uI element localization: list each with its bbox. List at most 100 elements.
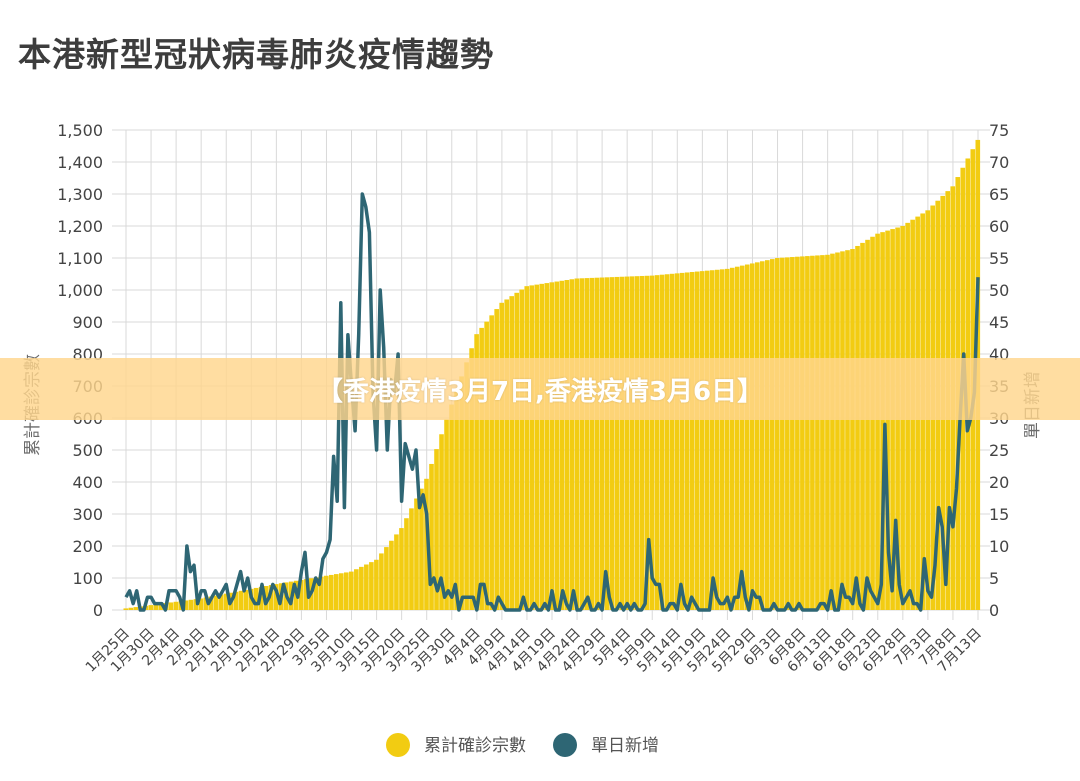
cumulative-bar: [419, 488, 424, 610]
cumulative-bar: [474, 334, 479, 610]
cumulative-bar: [549, 282, 555, 610]
cumulative-bar: [770, 259, 775, 610]
legend-swatch-daily: [553, 733, 577, 757]
cumulative-bar: [534, 284, 540, 610]
cumulative-bar: [434, 449, 439, 610]
cumulative-bar: [544, 283, 550, 610]
cumulative-bar: [168, 602, 174, 610]
cumulative-bar: [268, 585, 274, 610]
legend: 累計確診宗數 單日新增: [386, 733, 659, 757]
cumulative-bar: [850, 249, 855, 611]
left-tick-label: 100: [72, 569, 103, 588]
cumulative-bar: [825, 254, 830, 611]
cumulative-bar: [484, 321, 489, 610]
cumulative-bar: [344, 572, 349, 610]
cumulative-bar: [364, 564, 369, 610]
cumulative-bar: [604, 277, 610, 610]
cumulative-bar: [509, 296, 515, 610]
cumulative-bar: [835, 252, 840, 610]
cumulative-bar: [619, 276, 625, 610]
right-tick-label: 50: [989, 281, 1009, 300]
cumulative-bar: [328, 574, 334, 610]
cumulative-bar: [369, 562, 374, 610]
cumulative-bar: [639, 275, 645, 610]
cumulative-bar: [514, 292, 520, 610]
cumulative-bar: [303, 579, 309, 610]
left-tick-label: 900: [72, 313, 103, 332]
cumulative-bar: [820, 255, 825, 610]
cumulative-bar: [734, 266, 740, 610]
cumulative-bar: [714, 269, 720, 610]
cumulative-bar: [223, 593, 229, 610]
left-tick-label: 200: [72, 537, 103, 556]
left-tick-label: 1,200: [57, 217, 103, 236]
cumulative-bar: [489, 315, 494, 610]
right-tick-label: 10: [989, 537, 1009, 556]
cumulative-bar: [589, 277, 595, 610]
legend-swatch-cumulative: [386, 733, 410, 757]
cumulative-bar: [870, 236, 875, 610]
cumulative-bar: [349, 571, 354, 610]
right-tick-label: 60: [989, 217, 1009, 236]
cumulative-bar: [669, 273, 675, 610]
cumulative-bar: [469, 348, 474, 610]
cumulative-bar: [459, 376, 464, 610]
cumulative-bar: [729, 267, 735, 610]
cumulative-bar: [554, 281, 560, 610]
cumulative-bar: [830, 253, 835, 610]
cumulative-bar: [865, 239, 870, 610]
cumulative-bar: [318, 576, 324, 610]
cumulative-bar: [564, 280, 570, 610]
cumulative-bar: [659, 274, 665, 610]
cumulative-bar: [298, 579, 304, 610]
cumulative-bar: [775, 258, 780, 610]
cumulative-bar: [855, 245, 860, 610]
cumulative-bar: [183, 600, 189, 610]
cumulative-bar: [739, 265, 745, 610]
overlay-banner: 【香港疫情3月7日,香港疫情3月6日】: [0, 358, 1080, 420]
cumulative-bar: [374, 559, 379, 610]
cumulative-bar: [464, 362, 469, 610]
legend-label-cumulative: 累計確診宗數: [424, 736, 526, 756]
left-tick-label: 1,100: [57, 249, 103, 268]
right-tick-label: 75: [989, 121, 1009, 140]
cumulative-bar: [233, 591, 239, 610]
cumulative-bar: [704, 270, 710, 610]
right-tick-label: 5: [989, 569, 999, 588]
chart-title: 本港新型冠狀病毒肺炎疫情趨勢: [18, 35, 494, 74]
cumulative-bar: [594, 277, 600, 610]
cumulative-bar: [333, 574, 339, 610]
cumulative-bar: [559, 280, 565, 610]
cumulative-bar: [810, 255, 815, 610]
cumulative-bar: [399, 528, 404, 610]
left-tick-label: 400: [72, 473, 103, 492]
cumulative-bar: [780, 257, 785, 610]
cumulative-bar: [128, 607, 134, 610]
left-tick-label: 1,500: [57, 121, 103, 140]
overlay-banner-text: 【香港疫情3月7日,香港疫情3月6日】: [316, 376, 764, 407]
right-tick-label: 65: [989, 185, 1009, 204]
cumulative-bar: [414, 498, 419, 610]
left-tick-label: 1,300: [57, 185, 103, 204]
cumulative-bar: [133, 607, 139, 610]
cumulative-bar: [860, 242, 865, 610]
cumulative-bar: [494, 309, 499, 610]
cumulative-bar: [479, 327, 484, 610]
right-tick-label: 20: [989, 473, 1009, 492]
cumulative-bar: [845, 250, 850, 610]
cumulative-bar: [439, 434, 444, 610]
cumulative-bar: [238, 590, 244, 610]
right-tick-label: 45: [989, 313, 1009, 332]
cumulative-bar: [153, 604, 159, 610]
left-tick-label: 500: [72, 441, 103, 460]
cumulative-bar: [724, 268, 730, 610]
cumulative-bar: [765, 260, 770, 610]
right-tick-label: 55: [989, 249, 1009, 268]
cumulative-bar: [754, 262, 760, 610]
cumulative-bar: [359, 566, 364, 610]
cumulative-bar: [323, 575, 329, 610]
cumulative-bar: [684, 272, 690, 610]
cumulative-bar: [253, 587, 259, 610]
cumulative-bar: [499, 302, 504, 610]
